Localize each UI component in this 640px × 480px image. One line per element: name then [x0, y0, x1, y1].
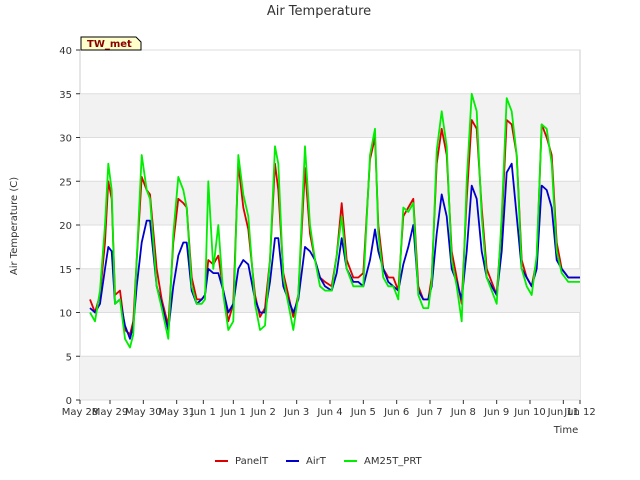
series-line-am25t-prt [89, 92, 580, 349]
x-tick-label: Jun 10 [513, 407, 546, 418]
x-axis-label: Time [553, 425, 578, 436]
chart-title: Air Temperature [267, 4, 371, 19]
x-tick-label: Jun 12 [563, 407, 596, 418]
x-tick-label: Jun 8 [450, 407, 476, 418]
x-tick-label: Jun 7 [416, 407, 442, 418]
y-tick-label: 0 [66, 396, 72, 407]
y-tick-label: 35 [59, 90, 72, 101]
band [80, 356, 580, 400]
legend-label-panelt: PanelT [235, 456, 269, 467]
y-tick-label: 20 [59, 221, 72, 232]
y-axis-label: Air Temperature (C) [9, 177, 20, 275]
y-tick-label: 5 [66, 352, 72, 363]
y-tick-label: 30 [59, 134, 72, 145]
x-tick-label: Jun 6 [383, 407, 409, 418]
y-tick-label: 10 [59, 309, 72, 320]
x-tick-label: May 29 [92, 407, 129, 418]
band [80, 93, 580, 138]
band [80, 181, 580, 225]
x-tick-label: Jun 4 [316, 407, 342, 418]
x-tick-label: Jun 1 [190, 407, 216, 418]
y-tick-label: 40 [59, 46, 72, 57]
station-label: TW_met [87, 39, 132, 50]
x-tick-label: Jun 2 [250, 407, 276, 418]
grid [80, 49, 580, 401]
series-lines [89, 92, 580, 349]
x-tick-label: May 30 [125, 407, 162, 418]
x-tick-label: May 31 [158, 407, 195, 418]
x-tick-label: Jun 11 [547, 407, 580, 418]
station-badge: TW_met [80, 36, 142, 51]
x-tick-label: Jun 5 [350, 407, 376, 418]
y-axis: 0 5 10 15 20 25 30 35 40 [59, 46, 80, 407]
legend-label-airt: AirT [306, 456, 327, 467]
y-tick-label: 25 [59, 177, 72, 188]
legend-label-am25t-prt: AM25T_PRT [364, 456, 423, 467]
x-tick-label: Jun 3 [283, 407, 309, 418]
y-tick-label: 15 [59, 265, 72, 276]
x-tick-label: Jun 9 [483, 407, 509, 418]
x-tick-label: Jun 1 [220, 407, 246, 418]
legend: PanelT AirT AM25T_PRT [215, 456, 423, 467]
x-tick-label: May 28 [62, 407, 99, 418]
